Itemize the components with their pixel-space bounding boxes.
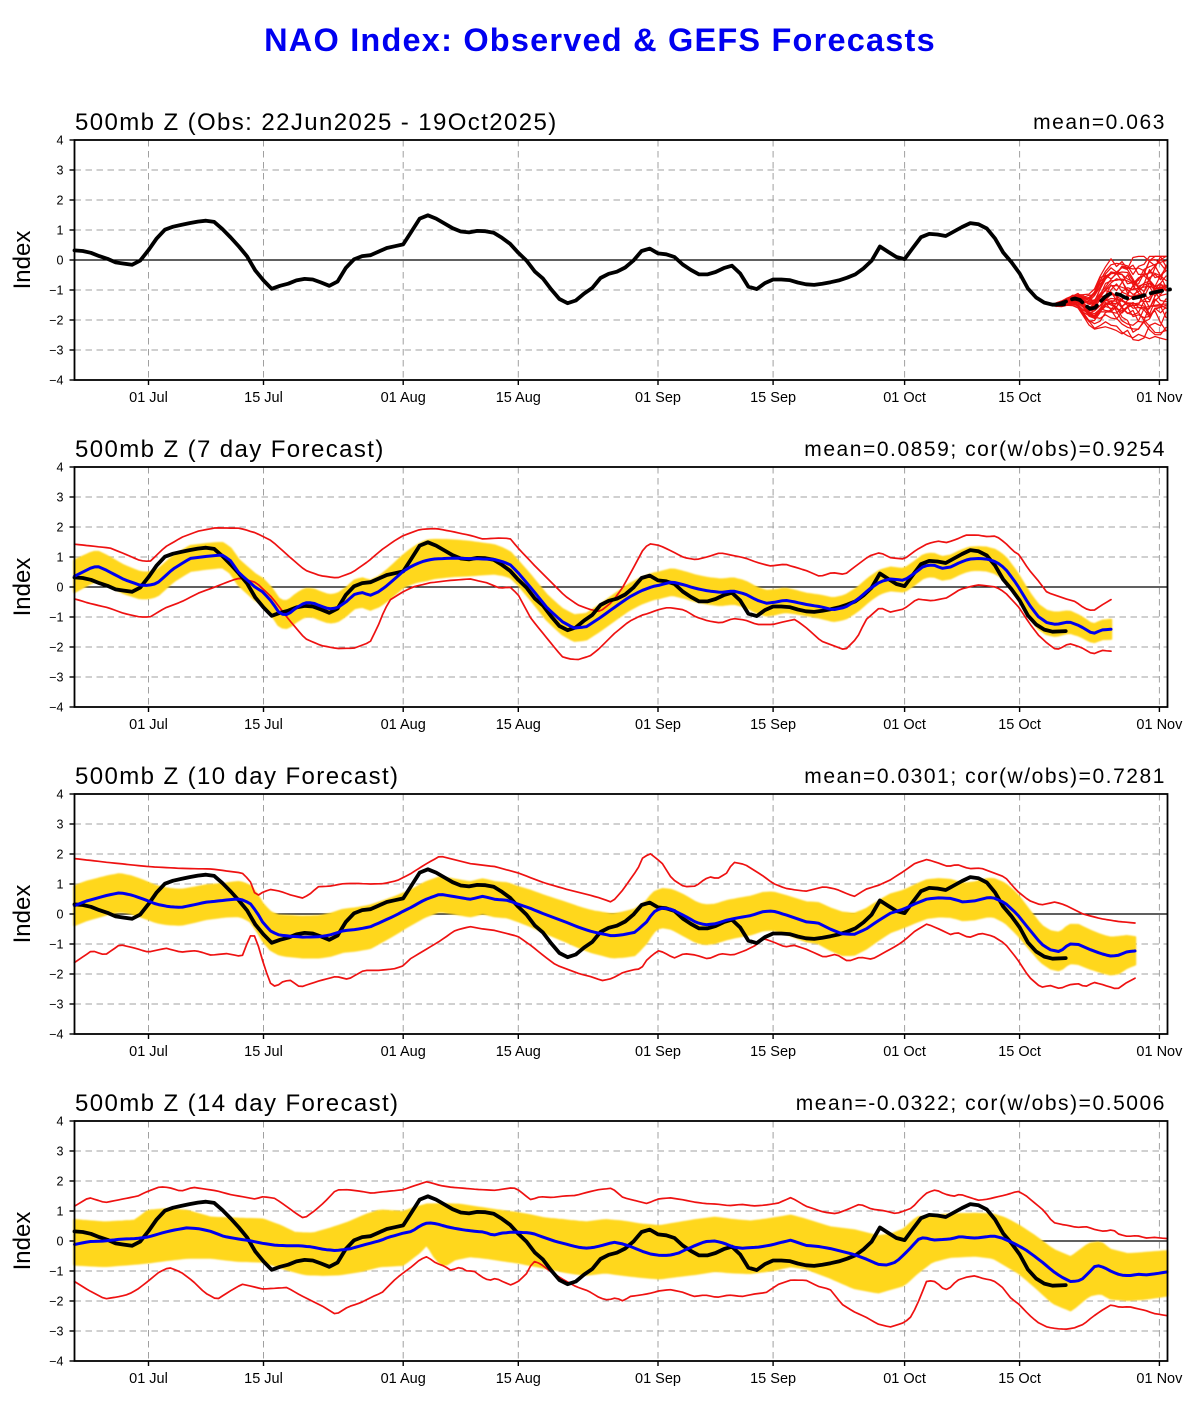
svg-text:−3: −3 <box>49 998 63 1012</box>
svg-text:500mb Z (14 day Forecast): 500mb Z (14 day Forecast) <box>75 1090 399 1117</box>
svg-text:3: 3 <box>57 818 64 832</box>
svg-text:−2: −2 <box>49 641 63 655</box>
svg-text:15 Jul: 15 Jul <box>244 1044 283 1060</box>
svg-text:01 Sep: 01 Sep <box>635 1371 681 1387</box>
svg-text:01 Oct: 01 Oct <box>883 1044 926 1060</box>
svg-text:3: 3 <box>57 491 64 505</box>
svg-text:500mb Z (10 day Forecast): 500mb Z (10 day Forecast) <box>75 763 399 790</box>
svg-text:Index: Index <box>9 1212 36 1271</box>
svg-text:15 Aug: 15 Aug <box>496 717 541 733</box>
svg-text:4: 4 <box>57 788 64 802</box>
svg-text:−4: −4 <box>49 374 63 388</box>
svg-text:15 Sep: 15 Sep <box>750 1044 796 1060</box>
svg-text:1: 1 <box>57 878 64 892</box>
svg-text:01 Oct: 01 Oct <box>883 1371 926 1387</box>
svg-text:mean=0.0301; cor(w/obs)=0.7281: mean=0.0301; cor(w/obs)=0.7281 <box>804 765 1166 788</box>
svg-text:4: 4 <box>57 134 64 148</box>
svg-text:0: 0 <box>57 254 64 268</box>
svg-text:4: 4 <box>57 1115 64 1129</box>
svg-text:−2: −2 <box>49 314 63 328</box>
svg-text:0: 0 <box>57 581 64 595</box>
svg-text:15 Oct: 15 Oct <box>998 1371 1041 1387</box>
svg-text:0: 0 <box>57 1235 64 1249</box>
svg-text:01 Aug: 01 Aug <box>381 1044 426 1060</box>
svg-text:−2: −2 <box>49 968 63 982</box>
svg-text:15 Sep: 15 Sep <box>750 717 796 733</box>
svg-text:15 Oct: 15 Oct <box>998 717 1041 733</box>
svg-text:01 Jul: 01 Jul <box>129 717 168 733</box>
svg-text:15 Sep: 15 Sep <box>750 390 796 406</box>
svg-text:−3: −3 <box>49 1325 63 1339</box>
svg-text:01 Aug: 01 Aug <box>381 390 426 406</box>
svg-text:−1: −1 <box>49 1265 63 1279</box>
svg-text:01 Nov: 01 Nov <box>1136 1044 1183 1060</box>
svg-text:01 Oct: 01 Oct <box>883 717 926 733</box>
svg-text:01 Jul: 01 Jul <box>129 1044 168 1060</box>
svg-text:01 Nov: 01 Nov <box>1136 390 1183 406</box>
svg-text:Index: Index <box>9 885 36 944</box>
svg-text:1: 1 <box>57 551 64 565</box>
svg-text:01 Sep: 01 Sep <box>635 390 681 406</box>
svg-text:−4: −4 <box>49 1355 63 1369</box>
svg-text:01 Aug: 01 Aug <box>381 1371 426 1387</box>
svg-text:500mb Z (Obs: 22Jun2025 - 19Oc: 500mb Z (Obs: 22Jun2025 - 19Oct2025) <box>75 109 558 136</box>
svg-text:15 Sep: 15 Sep <box>750 1371 796 1387</box>
svg-text:mean=0.063: mean=0.063 <box>1033 111 1166 134</box>
svg-text:3: 3 <box>57 1145 64 1159</box>
svg-text:1: 1 <box>57 1205 64 1219</box>
svg-text:15 Oct: 15 Oct <box>998 390 1041 406</box>
svg-text:4: 4 <box>57 461 64 475</box>
svg-text:mean=0.0859; cor(w/obs)=0.9254: mean=0.0859; cor(w/obs)=0.9254 <box>804 438 1166 461</box>
svg-text:2: 2 <box>57 1175 64 1189</box>
svg-text:15 Oct: 15 Oct <box>998 1044 1041 1060</box>
svg-text:01 Nov: 01 Nov <box>1136 1371 1183 1387</box>
svg-text:01 Sep: 01 Sep <box>635 717 681 733</box>
svg-text:mean=-0.0322; cor(w/obs)=0.500: mean=-0.0322; cor(w/obs)=0.5006 <box>796 1092 1166 1115</box>
svg-text:−4: −4 <box>49 701 63 715</box>
svg-text:15 Jul: 15 Jul <box>244 1371 283 1387</box>
svg-text:−1: −1 <box>49 611 63 625</box>
svg-text:01 Oct: 01 Oct <box>883 390 926 406</box>
svg-text:−1: −1 <box>49 284 63 298</box>
svg-text:NAO Index: Observed & GEFS For: NAO Index: Observed & GEFS Forecasts <box>264 22 936 58</box>
svg-text:3: 3 <box>57 164 64 178</box>
svg-text:−2: −2 <box>49 1295 63 1309</box>
svg-text:01 Jul: 01 Jul <box>129 390 168 406</box>
svg-text:2: 2 <box>57 194 64 208</box>
svg-text:15 Jul: 15 Jul <box>244 390 283 406</box>
svg-text:−3: −3 <box>49 671 63 685</box>
svg-text:01 Nov: 01 Nov <box>1136 717 1183 733</box>
svg-text:Index: Index <box>9 231 36 290</box>
svg-text:01 Sep: 01 Sep <box>635 1044 681 1060</box>
svg-text:15 Aug: 15 Aug <box>496 1044 541 1060</box>
svg-text:15 Jul: 15 Jul <box>244 717 283 733</box>
svg-text:2: 2 <box>57 521 64 535</box>
svg-text:15 Aug: 15 Aug <box>496 1371 541 1387</box>
svg-text:−3: −3 <box>49 344 63 358</box>
svg-text:500mb Z (7 day Forecast): 500mb Z (7 day Forecast) <box>75 436 385 463</box>
svg-text:−1: −1 <box>49 938 63 952</box>
svg-text:Index: Index <box>9 558 36 617</box>
svg-text:01 Aug: 01 Aug <box>381 717 426 733</box>
svg-text:−4: −4 <box>49 1028 63 1042</box>
svg-text:15 Aug: 15 Aug <box>496 390 541 406</box>
svg-text:1: 1 <box>57 224 64 238</box>
svg-text:0: 0 <box>57 908 64 922</box>
svg-text:01 Jul: 01 Jul <box>129 1371 168 1387</box>
svg-text:2: 2 <box>57 848 64 862</box>
